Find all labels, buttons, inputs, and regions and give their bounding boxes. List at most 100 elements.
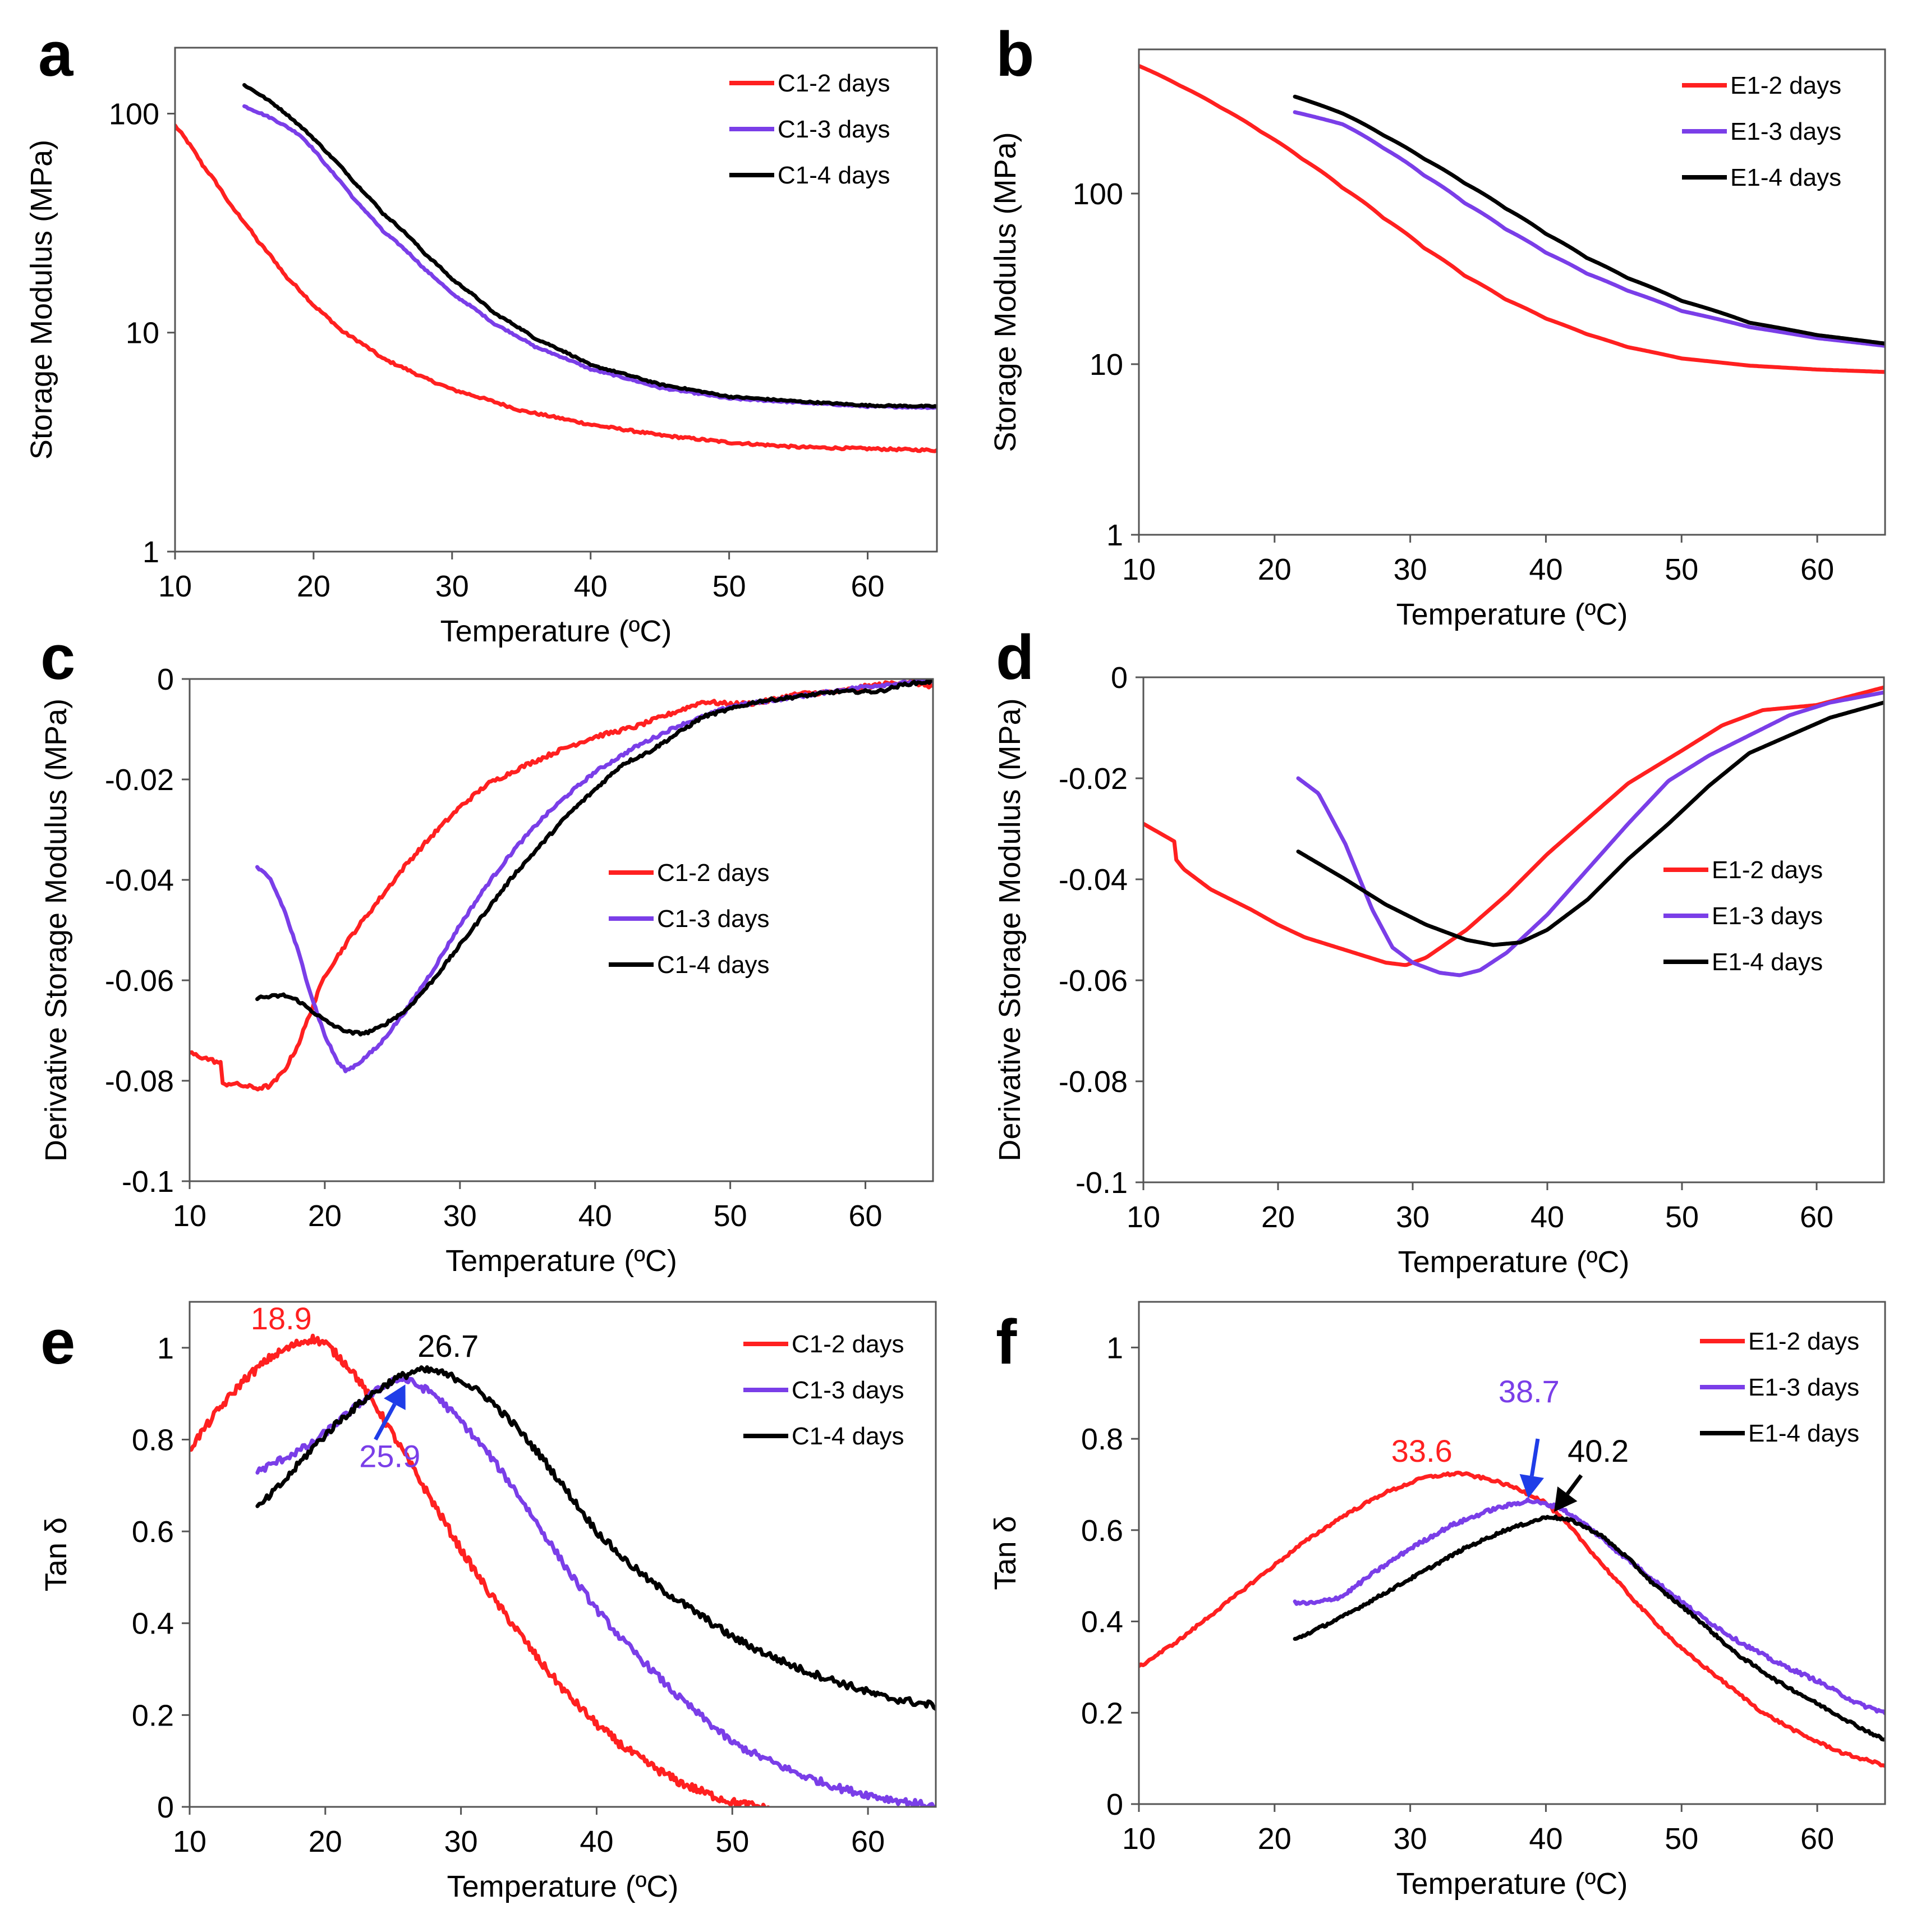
y-tick-label-d: -0.04 — [1059, 863, 1128, 897]
y-tick-label-b: 1 — [1106, 518, 1123, 552]
y-tick-label-b: 10 — [1090, 348, 1123, 382]
x-tick-label-f: 60 — [1800, 1822, 1834, 1856]
x-tick-label-d: 30 — [1396, 1200, 1430, 1234]
x-axis-title-a: Temperature (ºC) — [440, 614, 672, 648]
panel-letter-c: c — [40, 622, 75, 692]
panel-letter-e: e — [40, 1307, 75, 1377]
peak-annotation-f-3: 40.2 — [1568, 1433, 1629, 1468]
legend-label-a-2: C1-3 days — [778, 116, 890, 143]
y-tick-label-e: 0.8 — [132, 1423, 174, 1457]
y-axis-title-d: Derivative Storage Modulus (MPa) — [993, 698, 1027, 1161]
y-axis-title-a: Storage Modulus (MPa) — [25, 140, 58, 460]
legend-label-e-1: C1-2 days — [792, 1330, 904, 1358]
series-line-e-1 — [190, 1333, 770, 1807]
y-tick-label-c: -0.02 — [105, 763, 174, 797]
x-tick-label-a: 50 — [713, 570, 746, 603]
x-tick-label-d: 40 — [1530, 1200, 1564, 1234]
legend-label-c-1: C1-2 days — [657, 859, 770, 887]
y-axis-title-b: Storage Modulus (MPa) — [989, 132, 1022, 452]
peak-annotation-e-2: 26.7 — [417, 1328, 479, 1364]
x-tick-label-e: 10 — [173, 1825, 206, 1858]
x-tick-label-b: 20 — [1258, 553, 1291, 586]
legend-label-b-2: E1-3 days — [1730, 118, 1841, 145]
y-tick-label-c: -0.1 — [122, 1165, 174, 1199]
x-tick-label-f: 30 — [1394, 1822, 1427, 1856]
panel-letter-d: d — [996, 622, 1034, 692]
plot-frame-e — [189, 1301, 937, 1808]
y-tick-label-e: 0.2 — [132, 1699, 174, 1732]
legend-label-d-2: E1-3 days — [1712, 902, 1823, 930]
annotation-arrow-shaft-f-3 — [1566, 1474, 1583, 1495]
series-line-d-1 — [1143, 685, 1884, 967]
y-tick-label-e: 0.4 — [132, 1607, 174, 1641]
legend-label-b-3: E1-4 days — [1730, 164, 1841, 191]
x-tick-label-c: 30 — [443, 1199, 477, 1233]
y-tick-label-d: -0.1 — [1076, 1166, 1128, 1200]
y-tick-label-f: 0 — [1106, 1788, 1123, 1821]
y-tick-label-e: 0.6 — [132, 1515, 174, 1549]
peak-annotation-e-3: 25.9 — [359, 1439, 420, 1474]
y-tick-label-f: 1 — [1106, 1331, 1123, 1365]
y-tick-label-f: 0.6 — [1081, 1514, 1123, 1548]
plot-frame-b — [1138, 48, 1886, 536]
annotation-arrow-head-f-2 — [1519, 1474, 1545, 1498]
y-tick-label-f: 0.8 — [1081, 1422, 1123, 1456]
panel-letter-a: a — [38, 19, 73, 89]
x-tick-label-e: 20 — [309, 1825, 342, 1858]
series-line-f-1 — [1139, 1470, 1885, 1768]
x-tick-label-b: 30 — [1394, 553, 1427, 586]
plot-frame-f — [1138, 1301, 1886, 1805]
panel-c: c 10 20 30 40 50 60 0 -0.02 -0.04 -0.06 -0.08 -0.1 Te… — [39, 622, 934, 1278]
x-tick-label-d: 20 — [1261, 1200, 1295, 1234]
x-tick-label-c: 10 — [173, 1199, 206, 1233]
plot-frame-c — [189, 678, 934, 1182]
series-line-e-3 — [255, 1365, 936, 1711]
y-tick-label-c: -0.08 — [105, 1064, 174, 1098]
y-tick-label-c: -0.04 — [105, 864, 174, 897]
legend-label-e-2: C1-3 days — [792, 1376, 904, 1404]
peak-annotation-f-2: 38.7 — [1499, 1374, 1560, 1409]
x-tick-label-a: 40 — [574, 570, 608, 603]
y-tick-label-e: 1 — [157, 1332, 174, 1365]
y-tick-label-e: 0 — [157, 1791, 174, 1824]
legend-label-f-3: E1-4 days — [1748, 1420, 1859, 1447]
x-tick-label-c: 20 — [308, 1199, 342, 1233]
panel-letter-f: f — [996, 1307, 1017, 1377]
panel-d: d 10 20 30 40 50 60 0 -0.02 -0.04 -0.06 -0.08 -0.1 Te… — [993, 622, 1885, 1279]
series-line-b-1 — [1139, 64, 1885, 374]
x-tick-label-b: 40 — [1529, 553, 1562, 586]
x-tick-label-a: 20 — [297, 570, 330, 603]
peak-annotation-e-1: 18.9 — [251, 1301, 312, 1336]
y-tick-label-c: -0.06 — [105, 964, 174, 998]
y-axis-title-c: Derivative Storage Modulus (MPa) — [39, 699, 73, 1162]
x-tick-label-e: 40 — [580, 1825, 613, 1858]
y-tick-label-d: -0.08 — [1059, 1065, 1128, 1099]
plot-frame-d — [1142, 676, 1885, 1183]
legend-label-a-1: C1-2 days — [778, 70, 890, 97]
x-axis-title-d: Temperature (ºC) — [1398, 1245, 1630, 1279]
y-tick-label-d: -0.02 — [1059, 762, 1128, 796]
x-tick-label-c: 40 — [578, 1199, 612, 1233]
y-tick-label-d: -0.06 — [1059, 964, 1128, 998]
plot-frame-a — [174, 47, 938, 553]
series-line-b-2 — [1293, 110, 1885, 348]
y-axis-title-f: Tan δ — [989, 1516, 1022, 1590]
y-tick-label-d: 0 — [1111, 661, 1128, 695]
y-tick-label-b: 100 — [1073, 177, 1123, 211]
series-line-a-1 — [175, 123, 937, 453]
legend-label-a-3: C1-4 days — [778, 162, 890, 189]
panel-f: f 10 20 30 40 50 60 0 0.2 0.4 0.6 0.8 1 Temperature (… — [989, 1301, 1886, 1901]
x-tick-label-f: 50 — [1665, 1822, 1698, 1856]
x-tick-label-d: 10 — [1127, 1200, 1160, 1234]
annotation-arrow-head-f-3 — [1554, 1486, 1578, 1512]
legend-label-e-3: C1-4 days — [792, 1422, 904, 1450]
x-tick-label-d: 60 — [1800, 1200, 1833, 1234]
peak-annotation-f-1: 33.6 — [1391, 1433, 1453, 1468]
x-tick-label-d: 50 — [1665, 1200, 1699, 1234]
series-line-d-3 — [1296, 700, 1884, 947]
y-axis-title-e: Tan δ — [39, 1517, 73, 1591]
series-line-c-3 — [255, 679, 933, 1037]
x-tick-label-b: 50 — [1665, 553, 1698, 586]
